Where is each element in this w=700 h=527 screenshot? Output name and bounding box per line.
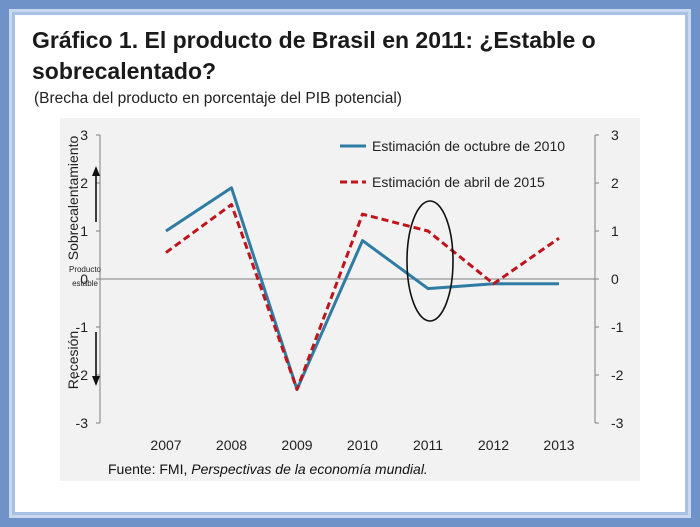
legend-label-oct-2010: Estimación de octubre de 2010 — [372, 138, 565, 154]
x-tick-label: 2013 — [543, 437, 574, 453]
y-tick-label-left: -2 — [76, 367, 89, 383]
stable-output-label-line1: Producto — [69, 265, 102, 274]
y-tick-label-left: 2 — [80, 175, 88, 191]
series-layer — [165, 186, 560, 391]
y-tick-label-right: 3 — [611, 127, 619, 143]
y-tick-label-left: 3 — [80, 127, 88, 143]
down-arrow-head — [92, 376, 100, 386]
up-arrow-head — [92, 166, 100, 176]
x-tick-label: 2011 — [413, 437, 443, 453]
recession-label: Recesión — [65, 331, 81, 389]
y-tick-label-right: 0 — [611, 271, 619, 287]
series-line-apr-2015 — [165, 203, 560, 391]
y-tick-label-left: 1 — [80, 223, 88, 239]
y-tick-label-right: -2 — [611, 367, 624, 383]
highlight-ellipse-2011 — [406, 200, 454, 322]
x-tick-label: 2012 — [478, 437, 509, 453]
series-line-oct-2010 — [165, 186, 559, 391]
source-prefix: Fuente: FMI, — [108, 461, 192, 477]
y-tick-label-right: -1 — [611, 319, 624, 335]
chart-title: Gráfico 1. El producto de Brasil en 2011… — [32, 27, 596, 84]
chart-axes: 3 3 2 2 1 1 0 0 -1 -1 -2 -2 -3 -3 2007 2008 2009 2010 2011… — [76, 127, 624, 453]
y-tick-label-right: 2 — [611, 175, 619, 191]
x-tick-label: 2007 — [150, 437, 181, 453]
chart-panel — [60, 118, 640, 481]
side-annotations: Sobrecalentamiento Recesión Producto establ… — [65, 136, 102, 390]
chart-legend: Estimación de octubre de 2010 Estimación … — [340, 138, 565, 190]
y-tick-label-right: 1 — [611, 223, 619, 239]
y-tick-label-left: 0 — [80, 271, 88, 287]
y-tick-label-left: -1 — [76, 319, 89, 335]
x-tick-label: 2008 — [216, 437, 247, 453]
x-tick-label: 2010 — [347, 437, 378, 453]
source-title: Perspectivas de la economía mundial. — [191, 461, 428, 477]
stable-output-label-line2: estable — [72, 279, 98, 288]
overheating-label: Sobrecalentamiento — [65, 136, 81, 261]
y-tick-label-right: -3 — [611, 415, 624, 431]
x-tick-label: 2009 — [281, 437, 312, 453]
y-tick-label-left: -3 — [76, 415, 89, 431]
chart-subtitle: (Brecha del producto en porcentaje del P… — [34, 90, 402, 107]
source-note: Fuente: FMI, Perspectivas de la economía… — [108, 461, 428, 477]
legend-label-apr-2015: Estimación de abril de 2015 — [372, 174, 545, 190]
